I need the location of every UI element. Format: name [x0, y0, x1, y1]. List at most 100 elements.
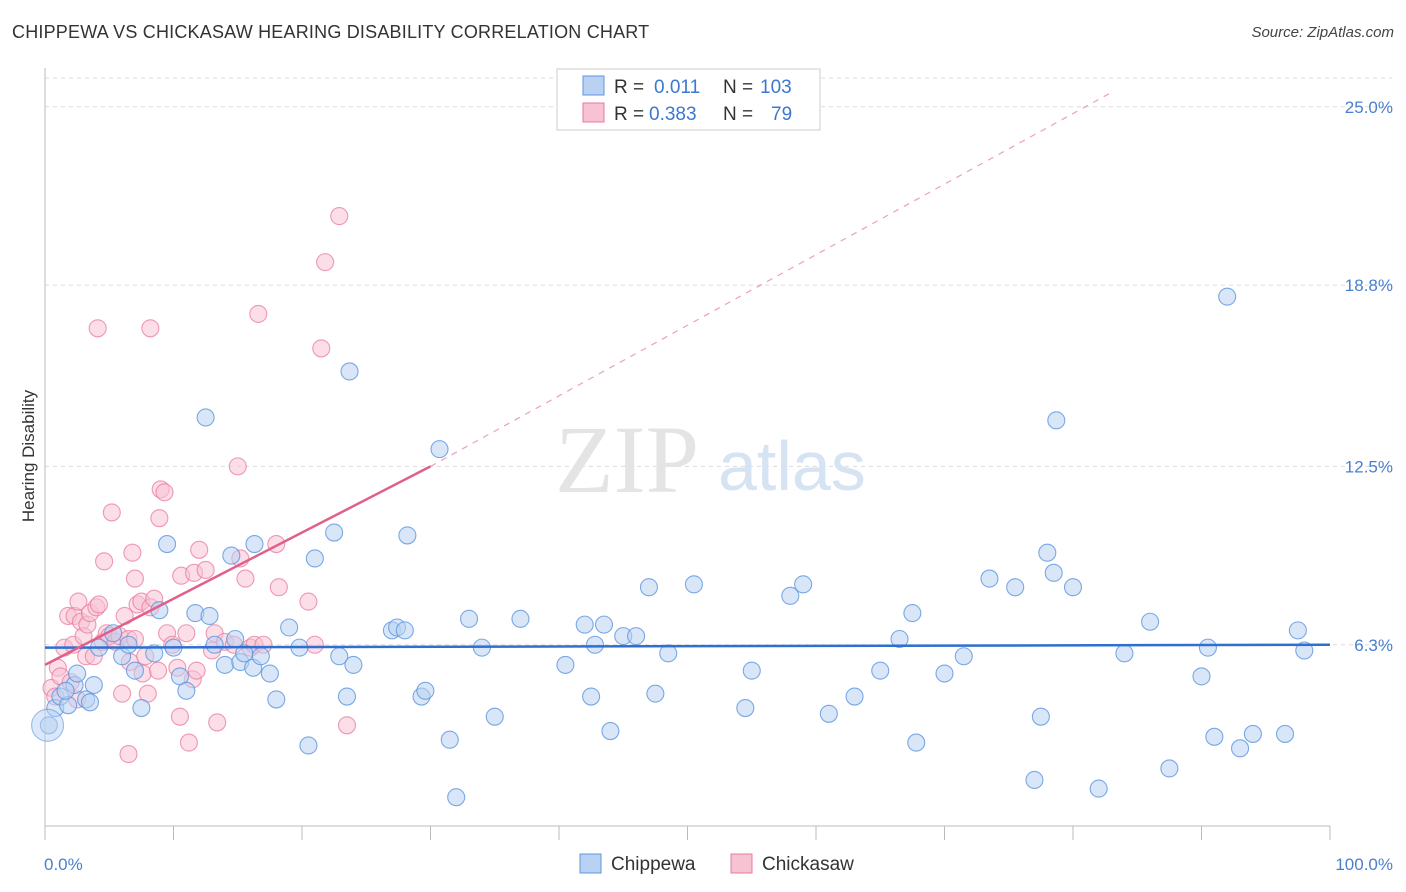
chippewa-point — [1192, 667, 1211, 686]
chippewa-point — [84, 675, 103, 695]
chippewa-point — [1006, 578, 1025, 597]
y-tick-labels: 6.3% 12.5% 18.8% 25.0% — [1345, 98, 1393, 655]
chippewa-point — [736, 698, 755, 718]
chippewa-point — [416, 681, 435, 700]
chippewa-point — [398, 526, 417, 545]
chippewa-point — [440, 730, 459, 749]
chickasaw-point — [95, 552, 114, 571]
chickasaw-point — [155, 483, 174, 502]
chippewa-point — [305, 549, 324, 568]
chickasaw-point — [337, 716, 357, 735]
chippewa-point — [684, 575, 703, 594]
chippewa-point — [260, 664, 279, 683]
legend-r-value-1: 0.011 — [654, 77, 700, 98]
chippewa-point — [56, 681, 75, 700]
chippewa-point — [794, 575, 813, 594]
chippewa-trend-line — [44, 643, 1331, 649]
chippewa-point — [299, 736, 318, 755]
chippewa-point — [430, 440, 449, 459]
chippewa-point — [980, 569, 999, 588]
chickasaw-point — [119, 745, 138, 764]
y-tick-label-1: 12.5% — [1345, 457, 1393, 476]
legend-swatch-chippewa — [582, 75, 605, 96]
chickasaw-point — [269, 578, 288, 597]
legend-swatch-chickasaw — [582, 102, 605, 123]
chickasaw-point — [190, 540, 209, 559]
chippewa-point — [1063, 578, 1083, 597]
chippewa-point — [196, 408, 215, 427]
chippewa-point — [781, 586, 800, 605]
source-label: Source: ZipAtlas.com — [1251, 24, 1394, 41]
chickasaw-point — [179, 733, 198, 752]
chickasaw-point — [69, 592, 88, 611]
watermark-zip: ZIP — [555, 406, 699, 513]
chickasaw-point — [305, 635, 324, 654]
chippewa-point — [132, 698, 151, 718]
chippewa-point — [1231, 739, 1250, 758]
chippewa-point — [251, 647, 270, 666]
chippewa-point — [222, 546, 241, 565]
chippewa-point — [819, 704, 838, 723]
chickasaw-point — [149, 661, 168, 680]
chickasaw-point — [228, 457, 247, 476]
chippewa-point — [1044, 563, 1063, 582]
y-tick-label-3: 25.0% — [1345, 98, 1393, 117]
trend-lines — [44, 91, 1331, 667]
chickasaw-point — [125, 569, 144, 588]
chippewa-point — [205, 635, 224, 654]
chippewa-point — [280, 618, 299, 637]
legend: R = 0.011 N = 103 R = 0.383 N = 79 — [556, 68, 821, 131]
chickasaw-point — [208, 713, 227, 732]
legend-n-label-2: N = — [723, 104, 753, 125]
chippewa-point — [1295, 641, 1314, 660]
watermark: ZIP atlas — [555, 406, 866, 513]
chickasaw-point — [236, 569, 255, 588]
chippewa-point — [337, 687, 357, 706]
chickasaw-point — [330, 207, 349, 226]
y-tick-label-0: 6.3% — [1354, 636, 1393, 655]
chippewa-point — [845, 687, 864, 706]
bottom-legend: Chippewa Chickasaw — [579, 853, 854, 875]
legend-n-value-2: 79 — [771, 104, 792, 125]
chippewa-point — [1275, 724, 1295, 743]
chippewa-point — [200, 606, 219, 626]
chippewa-point — [556, 655, 575, 674]
legend-n-value-1: 103 — [760, 77, 792, 98]
chart-title: CHIPPEWA VS CHICKASAW HEARING DISABILITY… — [12, 22, 650, 42]
x-tick-label-0: 0.0% — [44, 855, 83, 874]
chippewa-point — [871, 661, 890, 680]
chippewa-point — [125, 661, 144, 680]
chickasaw-point — [113, 684, 132, 703]
chickasaw-point — [187, 661, 206, 680]
chippewa-point — [267, 690, 286, 709]
bottom-legend-chippewa: Chippewa — [611, 854, 696, 875]
chickasaw-trend-line — [44, 465, 432, 667]
chippewa-point — [1115, 644, 1134, 663]
chippewa-point — [1243, 724, 1262, 743]
chippewa-point — [1038, 543, 1057, 562]
chickasaw-point — [196, 560, 215, 580]
chippewa-point — [485, 707, 504, 726]
chippewa-point — [1288, 621, 1307, 640]
chippewa-point — [325, 523, 344, 542]
chippewa-point — [511, 609, 530, 628]
chippewa-point — [903, 604, 922, 623]
legend-n-label-1: N = — [723, 77, 753, 98]
chippewa-point — [1047, 411, 1066, 430]
chippewa-point — [890, 629, 909, 649]
chippewa-point — [1218, 287, 1237, 306]
legend-r-value-2: 0.383 — [649, 104, 697, 125]
chickasaw-point — [312, 339, 331, 358]
chippewa-point — [1031, 707, 1050, 726]
chickasaw-point — [89, 595, 109, 614]
x-tick-labels: 0.0% 100.0% — [44, 855, 1393, 874]
chippewa-point — [395, 621, 414, 640]
chippewa-point — [1198, 638, 1217, 657]
chippewa-point — [80, 693, 100, 712]
bottom-legend-chickasaw: Chickasaw — [762, 854, 854, 875]
chippewa-point — [1160, 759, 1179, 778]
bottom-swatch-chickasaw — [730, 853, 753, 874]
chippewa-point — [1089, 779, 1108, 798]
chippewa-point — [594, 615, 614, 634]
chippewa-point — [215, 655, 234, 674]
